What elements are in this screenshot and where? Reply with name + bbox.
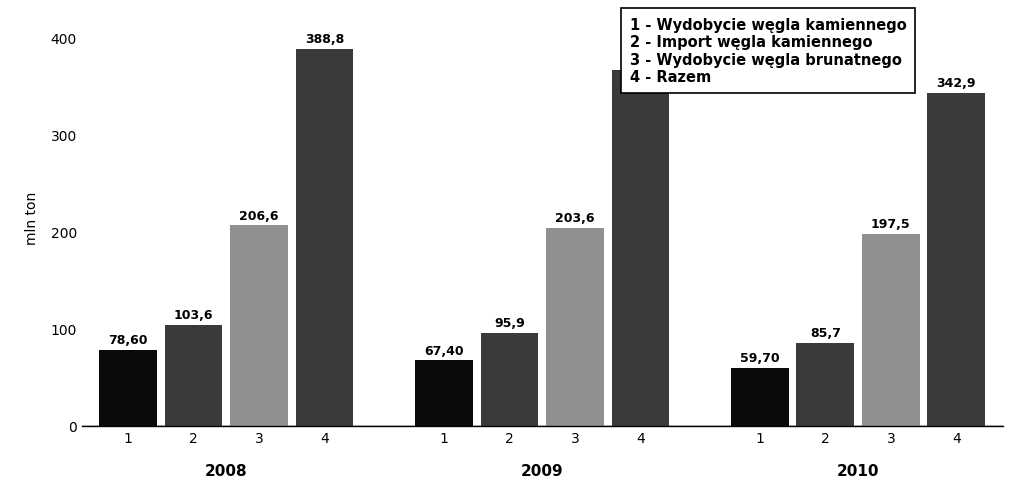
- Text: 342,9: 342,9: [937, 77, 976, 90]
- Text: 95,9: 95,9: [494, 316, 525, 329]
- Text: 85,7: 85,7: [810, 326, 841, 339]
- Text: 203,6: 203,6: [555, 212, 594, 225]
- Bar: [415, 361, 473, 426]
- Bar: [99, 350, 157, 426]
- Bar: [546, 229, 604, 426]
- Bar: [612, 71, 669, 426]
- Text: 366,9: 366,9: [621, 54, 660, 67]
- Text: 1 - Wydobycie węgla kamiennego
2 - Import węgla kamiennego
3 - Wydobycie węgla b: 1 - Wydobycie węgla kamiennego 2 - Impor…: [629, 18, 906, 85]
- Bar: [928, 94, 985, 426]
- Text: 103,6: 103,6: [174, 309, 214, 322]
- Bar: [797, 343, 854, 426]
- Bar: [481, 333, 538, 426]
- Bar: [165, 326, 222, 426]
- Text: 67,40: 67,40: [425, 344, 463, 357]
- Text: 388,8: 388,8: [305, 33, 344, 45]
- Text: 2010: 2010: [837, 463, 880, 478]
- Bar: [862, 235, 920, 426]
- Text: 59,70: 59,70: [740, 351, 780, 364]
- Bar: [731, 368, 789, 426]
- Text: 2009: 2009: [521, 463, 564, 478]
- Bar: [296, 49, 353, 426]
- Bar: [230, 226, 287, 426]
- Text: 2008: 2008: [205, 463, 248, 478]
- Text: 78,60: 78,60: [108, 333, 147, 346]
- Y-axis label: mln ton: mln ton: [26, 191, 40, 244]
- Text: 206,6: 206,6: [239, 209, 279, 222]
- Text: 197,5: 197,5: [871, 218, 910, 231]
